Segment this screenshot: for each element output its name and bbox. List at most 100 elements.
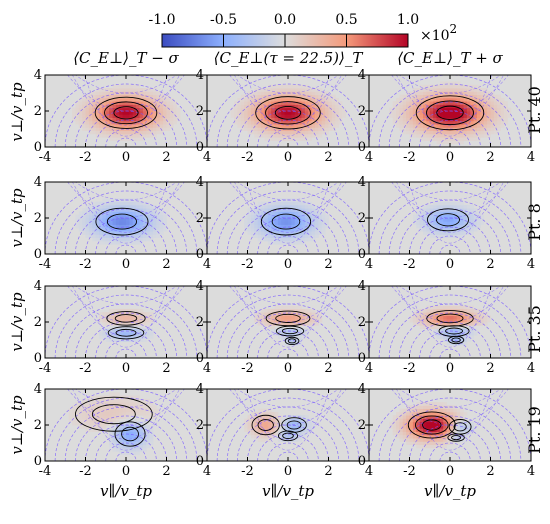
heatmap-cell [294, 124, 299, 128]
colorbar-multiplier: ×102 [420, 22, 457, 44]
heatmap-cell [416, 133, 421, 138]
heatmap-cell [453, 211, 458, 216]
heatmap-cell [426, 325, 431, 329]
heatmap-cell [456, 120, 461, 125]
heatmap-cell [119, 201, 124, 206]
x-tick-label: 4 [527, 464, 535, 479]
heatmap-cell [129, 127, 134, 132]
heatmap-cell [92, 114, 97, 118]
heatmap-cell [142, 221, 147, 225]
heatmap-cell [277, 227, 282, 232]
heatmap-cell [159, 91, 164, 96]
heatmap-cell [261, 221, 265, 225]
heatmap-cell [102, 234, 107, 239]
heatmap-cell [450, 111, 454, 115]
heatmap-cell [277, 425, 282, 429]
heatmap-cell [450, 305, 454, 310]
heatmap-cell [261, 425, 265, 429]
heatmap-cell [261, 117, 265, 122]
heatmap-cell [109, 111, 113, 115]
heatmap-cell [487, 127, 491, 132]
heatmap-cell [261, 415, 265, 419]
heatmap-cell [402, 111, 407, 115]
heatmap-cell [321, 124, 326, 128]
pitch-angle-contour [391, 75, 509, 112]
velocity-shell-contour [257, 226, 319, 254]
heatmap-cell [412, 104, 417, 109]
heatmap-cell [261, 438, 265, 442]
heatmap-cell [112, 137, 117, 141]
heatmap-cell [402, 114, 407, 118]
heatmap-cell [288, 224, 292, 229]
heatmap-cell [254, 214, 259, 219]
heatmap-cell [244, 418, 248, 423]
heatmap-cell [115, 338, 120, 343]
heatmap-cell [294, 315, 299, 320]
heatmap-cell [244, 124, 248, 128]
heatmap-cell [315, 127, 319, 132]
level-contour [287, 338, 297, 344]
heatmap-cell [257, 94, 262, 99]
heatmap-cell [423, 88, 427, 92]
heatmap-cell [112, 405, 117, 410]
heatmap-cell [301, 137, 306, 141]
velocity-shell-contour [45, 75, 207, 147]
heatmap-cell [244, 227, 248, 232]
heatmap-cell [169, 97, 174, 102]
heatmap-cell [142, 231, 147, 235]
heatmap-cell [308, 231, 313, 235]
heatmap-cell [433, 104, 437, 109]
heatmap-cell [480, 117, 485, 122]
heatmap-cell [298, 305, 302, 310]
heatmap-cell [399, 127, 404, 132]
heatmap-cell [294, 338, 299, 343]
heatmap-cell [304, 84, 309, 89]
heatmap-cell [240, 94, 245, 99]
heatmap-cell [264, 325, 269, 329]
heatmap-cell [139, 218, 144, 222]
heatmap-cell [480, 214, 485, 219]
heatmap-cell [95, 221, 100, 225]
velocity-shell-contour [277, 244, 299, 254]
heatmap-cell [294, 88, 299, 92]
heatmap-cell [450, 214, 454, 219]
heatmap-cell [99, 421, 103, 426]
heatmap-cell [301, 127, 306, 132]
heatmap-cell [426, 107, 431, 112]
heatmap-cell [99, 124, 103, 128]
heatmap-cell [433, 84, 437, 89]
x-tick-label: -2 [403, 464, 416, 479]
y-tick-label: 4 [196, 68, 204, 83]
heatmap-cell [416, 97, 421, 102]
heatmap-cell [257, 124, 262, 128]
x-tick-label: 0 [446, 361, 454, 376]
heatmap-cell [132, 94, 137, 99]
heatmap-cell [109, 444, 113, 449]
heatmap-cell [274, 221, 279, 225]
heatmap-cell [277, 208, 282, 212]
heatmap-cell [426, 421, 431, 426]
heatmap-cell [433, 101, 437, 105]
heatmap-cell [102, 198, 107, 203]
heatmap-cell [102, 227, 107, 232]
heatmap-cell [416, 130, 421, 135]
heatmap-cell [288, 315, 292, 320]
heatmap-cell [159, 117, 164, 122]
heatmap-cell [163, 94, 167, 99]
heatmap-cell [460, 133, 464, 138]
heatmap-cell [429, 130, 434, 135]
heatmap-cell [473, 114, 478, 118]
heatmap-cell [115, 84, 120, 89]
heatmap-cell [102, 318, 107, 323]
heatmap-cell [274, 114, 279, 118]
heatmap-cell [95, 204, 100, 209]
heatmap-cell [419, 315, 424, 320]
heatmap-cell [254, 318, 259, 323]
heatmap-cell [75, 411, 80, 416]
heatmap-cell [122, 322, 127, 326]
heatmap-cell [436, 305, 441, 310]
heatmap-cell [267, 322, 272, 326]
heatmap-cell [473, 312, 478, 316]
